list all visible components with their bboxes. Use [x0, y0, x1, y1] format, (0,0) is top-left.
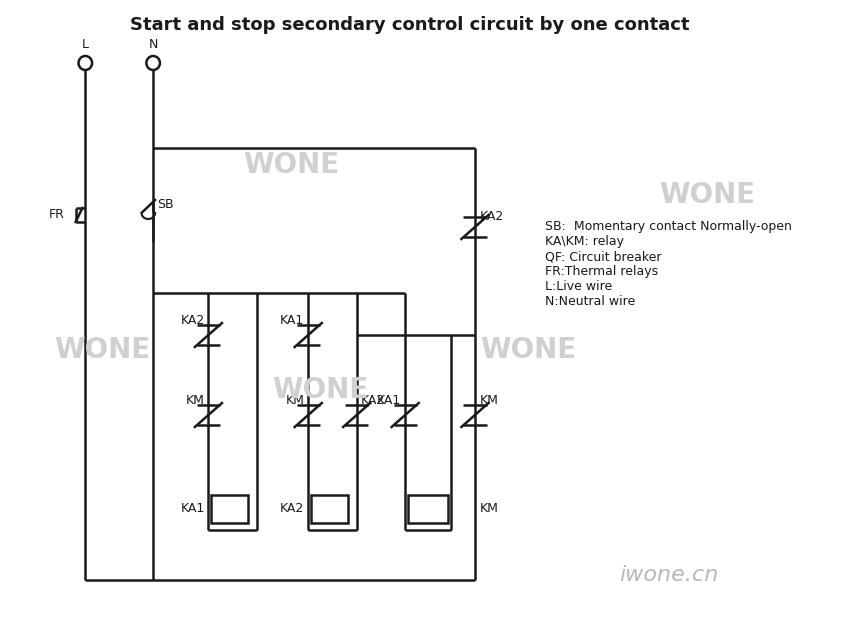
Text: Start and stop secondary control circuit by one contact: Start and stop secondary control circuit…	[130, 16, 689, 34]
Text: KA2: KA2	[180, 314, 204, 328]
Text: SB:  Momentary contact Normally-open
KA\KM: relay
QF: Circuit breaker
FR:Thermal: SB: Momentary contact Normally-open KA\K…	[545, 220, 792, 308]
Text: WONE: WONE	[480, 336, 576, 364]
Text: KM: KM	[479, 503, 499, 516]
Text: FR: FR	[48, 208, 64, 221]
Text: KA1: KA1	[180, 503, 204, 516]
Text: KM: KM	[285, 394, 304, 408]
Text: L: L	[82, 38, 89, 52]
Text: WONE: WONE	[243, 151, 339, 179]
Bar	[408, 495, 448, 523]
Text: KA2: KA2	[361, 394, 385, 408]
Text: KA1: KA1	[280, 314, 304, 328]
Text: WONE: WONE	[660, 181, 756, 209]
Bar	[311, 495, 348, 523]
Text: KA1: KA1	[377, 394, 401, 408]
Bar	[211, 495, 248, 523]
Text: KM: KM	[479, 394, 499, 408]
Text: KA2: KA2	[479, 211, 504, 223]
Text: WONE: WONE	[53, 336, 150, 364]
Text: KM: KM	[185, 394, 204, 408]
Text: WONE: WONE	[272, 376, 368, 404]
Text: N: N	[148, 38, 158, 52]
Text: iwone.cn: iwone.cn	[619, 565, 718, 585]
Text: KA2: KA2	[280, 503, 304, 516]
Text: SB: SB	[157, 198, 174, 211]
